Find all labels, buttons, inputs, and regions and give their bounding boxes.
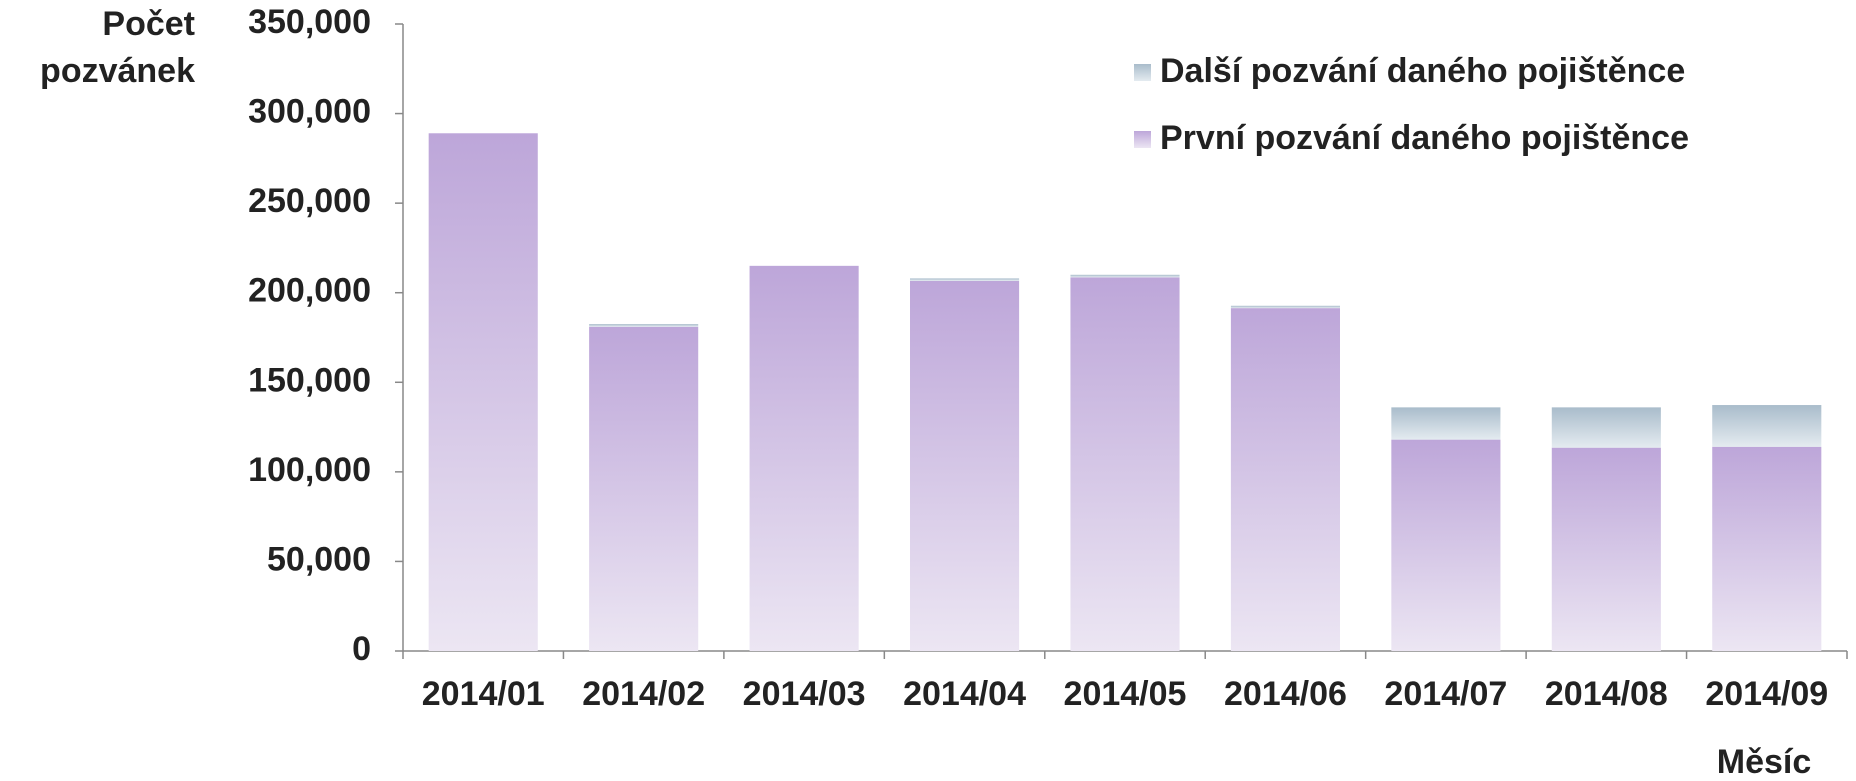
x-tick-label: 2014/07 bbox=[1384, 675, 1507, 713]
y-tick-label: 50,000 bbox=[267, 540, 371, 578]
y-axis-label-line: Počet bbox=[102, 5, 195, 43]
bar-segment bbox=[589, 324, 699, 327]
x-tick-label: 2014/04 bbox=[903, 675, 1026, 713]
x-tick-label: 2014/02 bbox=[582, 675, 705, 713]
x-tick-label: 2014/05 bbox=[1064, 675, 1187, 713]
bar-segment bbox=[1230, 308, 1340, 651]
y-tick-label: 150,000 bbox=[248, 361, 371, 399]
y-tick-label: 250,000 bbox=[248, 182, 371, 220]
x-tick-label: 2014/09 bbox=[1705, 675, 1828, 713]
bar-segment bbox=[910, 280, 1020, 651]
bar-segment bbox=[1712, 446, 1822, 651]
bar-segment bbox=[1551, 407, 1661, 448]
y-tick-label: 100,000 bbox=[248, 451, 371, 489]
bar-segment bbox=[1230, 305, 1340, 309]
bar-segment bbox=[1070, 274, 1180, 278]
bar-segment bbox=[589, 326, 699, 651]
x-tick-label: 2014/08 bbox=[1545, 675, 1668, 713]
y-tick-label: 350,000 bbox=[248, 3, 371, 41]
bar-segment bbox=[1551, 447, 1661, 651]
bar-segment bbox=[1070, 277, 1180, 651]
bar-segment bbox=[428, 133, 538, 651]
bar-segment bbox=[749, 265, 859, 651]
legend-swatch bbox=[1134, 131, 1151, 148]
x-axis-label: Měsíc bbox=[1717, 743, 1812, 781]
x-tick-label: 2014/01 bbox=[422, 675, 545, 713]
bar-segment bbox=[910, 278, 1020, 281]
y-axis-label: Počet pozvánek bbox=[40, 5, 195, 90]
x-tick-label: 2014/03 bbox=[743, 675, 866, 713]
legend-label: Další pozvání daného pojištěnce bbox=[1160, 52, 1685, 90]
bar-segment bbox=[1712, 405, 1822, 447]
y-tick-label: 200,000 bbox=[248, 272, 371, 310]
bar-segment bbox=[1391, 439, 1501, 651]
legend-swatch bbox=[1134, 64, 1151, 81]
y-tick-label: 0 bbox=[352, 630, 371, 668]
bar-segment bbox=[1391, 407, 1501, 440]
y-axis-label-line: pozvánek bbox=[40, 52, 195, 90]
x-tick-label: 2014/06 bbox=[1224, 675, 1347, 713]
y-tick-label: 300,000 bbox=[248, 93, 371, 131]
legend-label: První pozvání daného pojištěnce bbox=[1160, 119, 1689, 157]
